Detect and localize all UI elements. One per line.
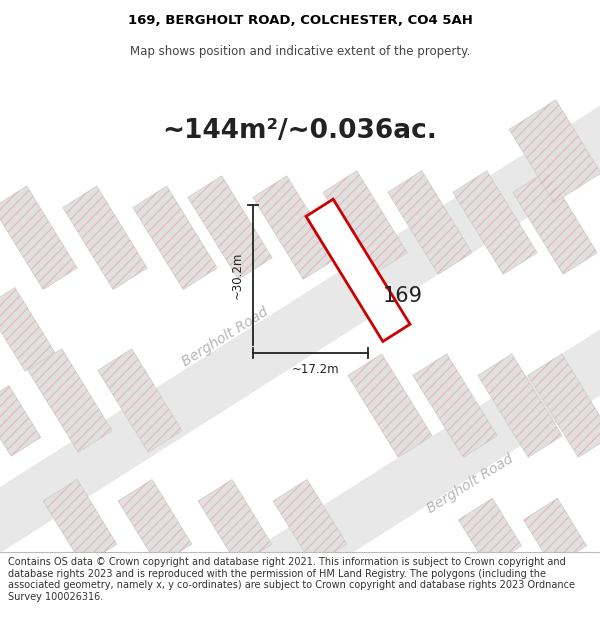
Text: ~144m²/~0.036ac.: ~144m²/~0.036ac. <box>163 118 437 144</box>
Text: Bergholt Road: Bergholt Road <box>424 452 515 516</box>
Polygon shape <box>0 186 77 289</box>
Polygon shape <box>198 479 272 566</box>
Text: ~17.2m: ~17.2m <box>292 363 340 376</box>
Polygon shape <box>43 479 117 566</box>
Text: 169, BERGHOLT ROAD, COLCHESTER, CO4 5AH: 169, BERGHOLT ROAD, COLCHESTER, CO4 5AH <box>128 14 472 27</box>
Polygon shape <box>458 498 521 568</box>
Polygon shape <box>413 354 497 458</box>
Polygon shape <box>523 498 587 568</box>
Polygon shape <box>0 288 55 371</box>
Polygon shape <box>348 354 432 458</box>
Polygon shape <box>188 176 272 279</box>
Polygon shape <box>306 199 410 341</box>
Polygon shape <box>509 100 600 202</box>
Polygon shape <box>63 186 147 289</box>
Text: ~30.2m: ~30.2m <box>231 251 244 299</box>
Polygon shape <box>28 349 112 452</box>
Text: Map shows position and indicative extent of the property.: Map shows position and indicative extent… <box>130 45 470 58</box>
Polygon shape <box>513 171 597 274</box>
Text: Contains OS data © Crown copyright and database right 2021. This information is : Contains OS data © Crown copyright and d… <box>8 557 575 602</box>
Text: Bergholt Road: Bergholt Road <box>179 304 271 369</box>
Polygon shape <box>388 171 472 274</box>
Polygon shape <box>118 479 192 566</box>
Polygon shape <box>253 176 337 279</box>
Polygon shape <box>323 171 407 274</box>
Polygon shape <box>528 354 600 458</box>
Polygon shape <box>133 186 217 289</box>
Polygon shape <box>273 479 347 566</box>
Polygon shape <box>109 264 600 625</box>
Polygon shape <box>0 386 41 456</box>
Polygon shape <box>478 354 562 458</box>
Text: 169: 169 <box>383 286 423 306</box>
Polygon shape <box>98 349 182 452</box>
Polygon shape <box>453 171 537 274</box>
Polygon shape <box>0 63 600 596</box>
